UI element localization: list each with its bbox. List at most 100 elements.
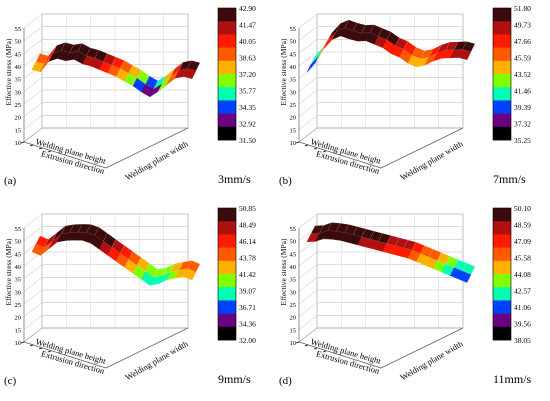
z-tick-label: 30 [290,289,297,296]
y-axis [23,141,107,169]
colorbar-tick-label: 50.10 [514,204,531,213]
gridline [23,277,43,292]
y-axis [298,341,382,369]
gridline [298,264,318,279]
colorbar-tick-label: 45.59 [514,54,531,63]
colorbar-tick-label: 50.85 [239,204,256,213]
z-tick-label: 35 [290,77,297,84]
z-tick-label: 45 [15,51,22,58]
colorbar-swatch [493,8,511,22]
gridline [298,26,318,41]
z-tick-label: 10 [15,340,22,347]
gridline [298,213,318,229]
y-tick [20,141,25,144]
y-tick [47,350,52,353]
y-tick [304,344,309,347]
colorbar-tick-label: 51.80 [514,4,531,13]
z-tick-label: 15 [290,327,297,334]
z-tick-label: 35 [15,77,22,84]
surface-patch [111,239,125,254]
colorbar-frame [492,7,512,141]
surface-patch [394,237,408,249]
colorbar-swatch [218,21,236,35]
z-tick-label: 30 [290,89,297,96]
x-axis-label: Welding plane width [398,138,465,182]
gridline [298,102,318,117]
colorbar-swatch [493,208,511,222]
surface-patch [120,60,133,74]
surface-patch [178,60,192,71]
z-tick-label: 45 [15,251,22,258]
y-tick [29,144,34,147]
y-tick [322,350,327,353]
colorbar-tick-label: 38.05 [514,336,531,345]
z-tick-label: 55 [290,226,297,233]
surface-patch [453,259,467,272]
colorbar-swatch [218,34,236,48]
colorbar-tick-label: 32.00 [239,336,256,345]
gridline [23,77,43,92]
y-tick [295,141,300,144]
surface-patch [69,223,83,233]
z-tick-label: 35 [290,277,297,284]
colorbar-frame [492,207,512,341]
colorbar-tick-label: 38.63 [239,54,256,63]
colorbar-tick-label: 43.52 [514,70,531,79]
surface-patch [352,22,366,34]
z-tick-label: 50 [290,239,297,246]
colorbar-swatch [493,113,511,128]
gridline [23,115,43,130]
colorbar-tick-label: 37.20 [239,70,256,79]
surface-patch [136,69,150,85]
colorbar-swatch [493,300,511,314]
surface-patch [94,49,108,62]
z-tick-label: 15 [15,327,22,334]
z-tick-label: 25 [290,302,297,309]
surface-patch [403,40,417,56]
y-tick [313,147,318,150]
y-tick [38,347,43,350]
panel-d: 10 15 20 25 30 35 40 45 50 55 Effective stress (MP… [275,200,550,400]
y-tick [20,341,25,344]
z-tick-label: 20 [290,315,297,322]
colorbar-swatch [218,126,236,141]
gridline [23,39,43,54]
colorbar-swatch [218,326,236,341]
x-axis [105,127,189,169]
colorbar-swatch [218,8,236,22]
colorbar-tick-label: 44.08 [514,270,531,279]
z-tick-label: 20 [15,315,22,322]
surface-patch [61,42,74,53]
colorbar-swatch [493,313,511,328]
surface-patch [453,41,467,50]
colorbar-swatch [493,234,511,248]
surface-patch [77,223,91,233]
colorbar-swatch [218,313,236,328]
colorbar-swatch [493,274,511,288]
colorbar-tick-label: 47.66 [514,37,531,46]
z-tick-label: 40 [290,64,297,71]
colorbar-tick-label: 35.77 [239,87,256,96]
gridline [298,277,318,292]
colorbar-tick-label: 46.14 [239,237,256,246]
colorbar-swatch [218,74,236,88]
panel-label: (d) [279,375,292,387]
surface-patch [361,228,375,240]
gridline [298,77,318,92]
y-tick [47,150,52,153]
z-tick-label: 10 [15,140,22,147]
panel-label: (c) [4,375,17,387]
surface-patch [94,227,108,242]
colorbar-tick-label: 49.73 [514,21,531,30]
surface-patch [445,255,459,268]
colorbar-tick-label: 42.90 [239,4,256,13]
y-tick [322,150,327,153]
surface-patch [420,245,434,258]
colorbar-swatch [493,326,511,341]
colorbar-swatch [218,60,236,75]
surface-patch [327,222,341,232]
gridline [23,213,43,229]
z-tick-label: 50 [290,39,297,46]
surface-patch [403,239,417,251]
